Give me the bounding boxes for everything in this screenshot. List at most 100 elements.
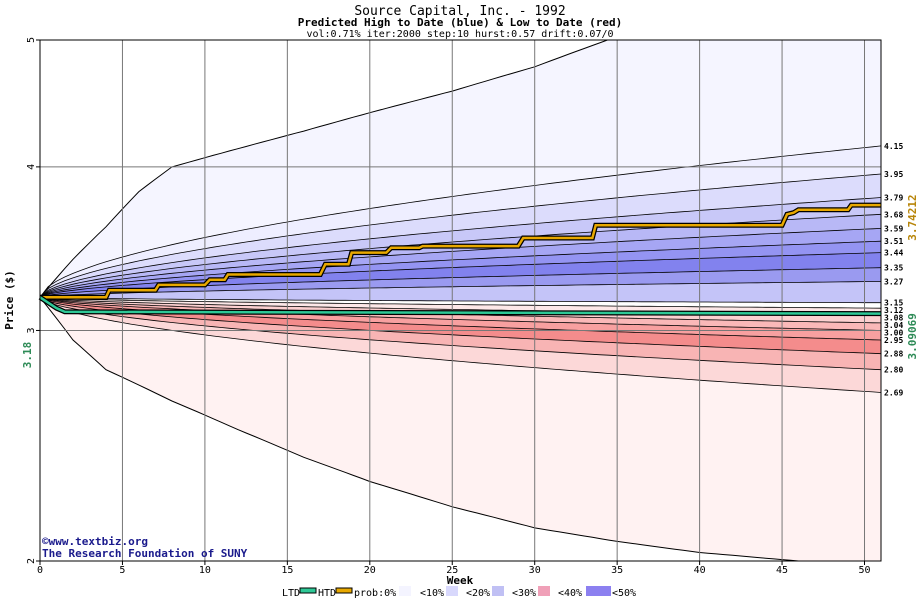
high-band-line xyxy=(40,197,881,298)
legend-label: prob:0% xyxy=(354,588,396,599)
htd-line xyxy=(40,203,881,299)
high-band-line xyxy=(40,252,881,298)
high-band-area xyxy=(40,214,881,298)
x-tick-label: 0 xyxy=(37,565,43,576)
x-tick-label: 20 xyxy=(364,565,376,576)
ltd-end-value-label: 3.09069 xyxy=(906,313,919,359)
chart-title: Source Capital, Inc. - 1992 xyxy=(354,4,565,19)
high-band-area xyxy=(40,228,881,298)
band-end-label: 3.12 xyxy=(884,306,903,315)
high-band-line xyxy=(40,173,881,298)
high-band-line xyxy=(40,145,881,298)
x-tick-label: 25 xyxy=(446,565,458,576)
legend-label: <30% xyxy=(512,588,536,599)
y-axis-label: Price ($) xyxy=(3,270,16,330)
x-tick-label: 35 xyxy=(611,565,623,576)
high-band-area xyxy=(40,252,881,298)
band-end-label: 3.44 xyxy=(884,249,903,258)
plot-frame xyxy=(39,39,882,562)
low-band-line xyxy=(40,296,881,331)
y-tick-label: 2 xyxy=(26,558,37,564)
band-end-label: 3.04 xyxy=(884,321,903,330)
legend-swatch xyxy=(538,586,550,596)
x-axis-label: Week xyxy=(447,574,474,587)
band-end-label: 3.59 xyxy=(884,224,903,233)
copyright-icon: © xyxy=(42,535,49,548)
band-end-label: 2.80 xyxy=(884,366,903,375)
high-band-line xyxy=(40,296,881,304)
band-labels: 4.15 3.95 3.79 3.68 3.59 3.51 3.44 3.35 3.27 3.15… xyxy=(884,142,919,398)
low-band-area xyxy=(40,297,881,354)
x-tick-label: 40 xyxy=(694,565,706,576)
high-band-area xyxy=(40,174,881,298)
x-tick-label: 50 xyxy=(858,565,870,576)
high-band-line xyxy=(40,281,881,298)
high-band-area xyxy=(40,241,881,298)
band-end-label: 3.08 xyxy=(884,314,903,323)
chart-params: vol:0.71% iter:2000 step:10 hurst:0.57 d… xyxy=(306,29,613,40)
legend-label: <20% xyxy=(466,588,490,599)
htd-end-value-label: 3.74212 xyxy=(906,194,919,240)
lower-envelope-line xyxy=(40,296,881,561)
legend-swatch xyxy=(492,586,504,596)
band-end-label: 2.95 xyxy=(884,336,903,345)
low-band-area xyxy=(40,297,881,370)
high-band-area xyxy=(40,197,881,298)
legend-label: HTD xyxy=(318,588,336,599)
plot-area xyxy=(40,40,881,561)
legend-swatch xyxy=(597,586,611,596)
x-tick-label: 5 xyxy=(119,565,125,576)
band-end-label: 2.69 xyxy=(884,389,903,398)
credit-line-1: ©www.textbiz.org xyxy=(42,535,148,548)
legend: LTD HTD prob:0% <10% <20% <30% <40% <50% xyxy=(282,586,636,599)
legend-label: <50% xyxy=(612,588,636,599)
legend-label: LTD xyxy=(282,588,300,599)
high-band-line xyxy=(40,228,881,298)
legend-line-swatch xyxy=(299,587,317,594)
low-band-line xyxy=(40,296,881,393)
high-band-area xyxy=(40,145,881,298)
low-band-line xyxy=(40,296,881,371)
credit-line-2: The Research Foundation of SUNY xyxy=(42,547,248,560)
x-tick-label: 30 xyxy=(529,565,541,576)
y-tick-label: 5 xyxy=(26,37,37,43)
outer-low-area xyxy=(40,297,881,561)
legend-label: <40% xyxy=(558,588,582,599)
band-end-label: 3.68 xyxy=(884,210,903,219)
ltd-line xyxy=(39,296,882,315)
x-tick-label: 10 xyxy=(199,565,211,576)
band-end-label: 2.88 xyxy=(884,350,903,359)
low-band-area xyxy=(40,297,881,393)
outer-high-area xyxy=(40,40,881,298)
low-band-area xyxy=(40,297,881,331)
credit-url: www.textbiz.org xyxy=(49,535,148,548)
band-end-label: 3.79 xyxy=(884,194,903,203)
low-band-area xyxy=(40,297,881,340)
chart-subtitle: Predicted High to Date (blue) & Low to D… xyxy=(298,16,623,29)
upper-envelope-line xyxy=(40,40,609,298)
band-end-label: 3.35 xyxy=(884,264,903,273)
legend-swatch xyxy=(446,586,458,596)
legend-swatch xyxy=(399,586,411,596)
band-end-label: 3.95 xyxy=(884,170,903,179)
high-band-area xyxy=(40,281,881,303)
low-band-area xyxy=(40,297,881,323)
legend-line-swatch xyxy=(335,587,353,594)
y-tick-label: 3 xyxy=(26,327,37,333)
start-price-label: 3.18 xyxy=(21,342,34,369)
legend-label: <10% xyxy=(420,588,444,599)
x-tick-label: 15 xyxy=(281,565,293,576)
band-end-label: 3.51 xyxy=(884,237,903,246)
low-band-line xyxy=(40,296,881,309)
high-band-line xyxy=(40,213,881,298)
band-end-label: 4.15 xyxy=(884,142,903,151)
series-lines xyxy=(38,202,882,317)
y-tick-label: 4 xyxy=(26,164,37,170)
x-tick-label: 45 xyxy=(776,565,788,576)
band-end-label: 3.00 xyxy=(884,329,903,338)
low-band-line xyxy=(40,296,881,355)
band-end-label: 3.27 xyxy=(884,278,903,287)
